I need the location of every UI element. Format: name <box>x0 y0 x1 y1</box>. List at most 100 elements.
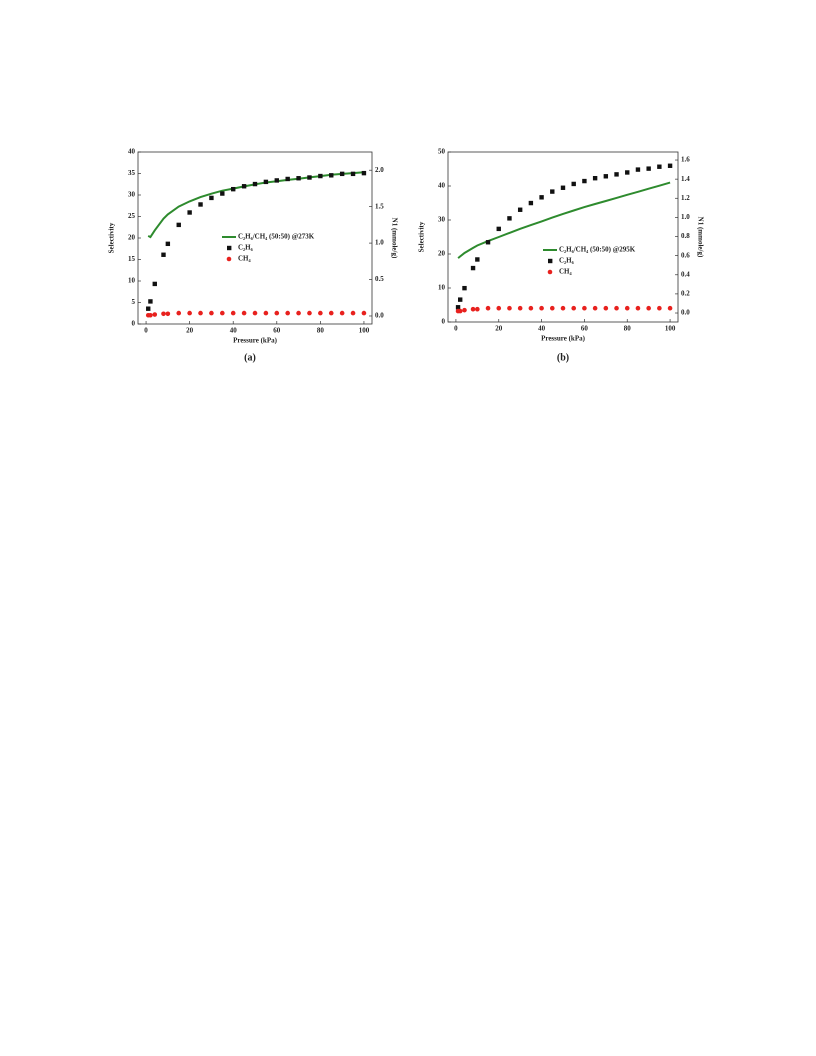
square-marker <box>592 175 598 181</box>
circle-marker <box>667 305 673 311</box>
square-marker <box>198 202 203 207</box>
y-tick-label: 40 <box>128 148 136 156</box>
circle-marker <box>152 312 158 317</box>
circle-marker <box>220 310 225 316</box>
square-marker <box>571 181 576 187</box>
square-marker <box>582 178 587 184</box>
y2-tick-label: 1.5 <box>375 202 384 210</box>
y-tick-label: 0 <box>442 318 446 326</box>
square-marker <box>550 189 555 194</box>
square-marker <box>187 210 192 215</box>
x-tick-label: 40 <box>538 325 546 333</box>
y-tick-label: 20 <box>128 234 136 242</box>
square-marker <box>455 305 461 310</box>
chart: 0 20 40 60 80 100 0 5 10 15 20 25 30 35 40 0.0 0.5 1.0 1.5… <box>108 148 399 364</box>
y2-tick-label: 1.2 <box>681 194 690 202</box>
circle-marker <box>339 310 345 316</box>
legend-label: CH₄ <box>559 268 573 276</box>
y-tick-label: 40 <box>438 182 446 190</box>
y-tick-label: 20 <box>438 250 446 258</box>
square-marker <box>507 216 512 221</box>
square-marker <box>161 252 166 257</box>
legend-label: C₂H₆ <box>238 244 253 252</box>
circle-marker <box>614 305 619 311</box>
circle-marker <box>624 305 630 311</box>
square-marker <box>329 173 334 178</box>
square-marker <box>148 299 153 304</box>
x-tick-label: 100 <box>359 327 370 335</box>
circle-marker <box>657 305 662 311</box>
y2-tick-label: 1.0 <box>681 213 690 221</box>
legend-label: C₂H₆/CH₄ (50:50) @273K <box>238 233 315 241</box>
square-marker <box>263 179 269 185</box>
circle-marker <box>539 305 544 311</box>
square-marker <box>146 306 151 311</box>
x-axis-label: Pressure (kPa) <box>541 335 586 343</box>
x-tick-label: 60 <box>273 327 281 335</box>
circle-marker <box>475 306 480 312</box>
square-marker <box>165 241 171 247</box>
circle-marker <box>496 305 502 311</box>
square-marker <box>350 171 356 177</box>
square-marker <box>646 166 651 171</box>
circle-marker <box>507 305 512 311</box>
y2-axis-label: N1 (mmole/g) <box>390 218 398 259</box>
circle-marker <box>198 310 203 316</box>
circle-marker <box>230 310 236 316</box>
circle-marker <box>528 305 534 311</box>
circle-marker <box>161 311 166 317</box>
y-tick-label: 25 <box>128 212 136 220</box>
legend-square <box>548 258 553 264</box>
circle-marker <box>318 310 323 316</box>
y2-tick-label: 0.4 <box>681 270 690 278</box>
square-marker <box>635 167 641 172</box>
y2-tick-label: 1.6 <box>681 156 690 164</box>
square-marker <box>625 170 630 175</box>
y2-tick-label: 0.2 <box>681 289 690 297</box>
square-marker <box>152 281 157 287</box>
square-marker <box>296 176 301 181</box>
square-marker <box>560 185 566 190</box>
circle-marker <box>560 305 566 311</box>
y-tick-label: 30 <box>128 191 136 199</box>
y2-tick-label: 1.4 <box>681 175 690 183</box>
y2-tick-label: 0.0 <box>681 309 690 317</box>
circle-marker <box>361 310 367 316</box>
square-marker <box>603 174 609 179</box>
y-axis-label: Selectivity <box>108 222 116 253</box>
y-tick-label: 30 <box>438 216 446 224</box>
circle-marker <box>176 310 182 316</box>
square-marker <box>485 240 491 245</box>
y2-tick-label: 0.6 <box>681 251 690 259</box>
x-axis-label: Pressure (kPa) <box>233 337 278 345</box>
legend-circle <box>547 269 553 275</box>
circle-marker <box>582 305 587 311</box>
x-tick-label: 0 <box>144 327 148 335</box>
x-tick-label: 20 <box>186 327 194 335</box>
square-marker <box>318 173 323 179</box>
circle-marker <box>457 308 463 314</box>
circle-marker <box>603 305 609 311</box>
legend-label: C₂H₆/CH₄ (50:50) @295K <box>559 246 636 254</box>
legend-label: C₂H₆ <box>559 257 574 265</box>
circle-marker <box>646 305 651 311</box>
square-marker <box>274 178 279 183</box>
square-marker <box>307 175 312 180</box>
circle-marker <box>187 310 192 316</box>
circle-marker <box>252 310 258 316</box>
y-tick-label: 35 <box>128 169 136 177</box>
circle-marker <box>350 310 356 316</box>
legend-circle <box>226 256 232 262</box>
square-marker <box>462 285 467 291</box>
circle-marker <box>274 310 280 316</box>
circle-marker <box>209 310 214 316</box>
circle-marker <box>241 310 247 316</box>
y2-tick-label: 2.0 <box>375 166 384 174</box>
circle-marker <box>485 305 491 311</box>
circle-marker <box>635 305 641 311</box>
square-marker <box>361 170 367 176</box>
series-line <box>457 181 671 259</box>
panel-caption: (b) <box>557 352 569 363</box>
legend-label: CH₄ <box>238 255 252 263</box>
